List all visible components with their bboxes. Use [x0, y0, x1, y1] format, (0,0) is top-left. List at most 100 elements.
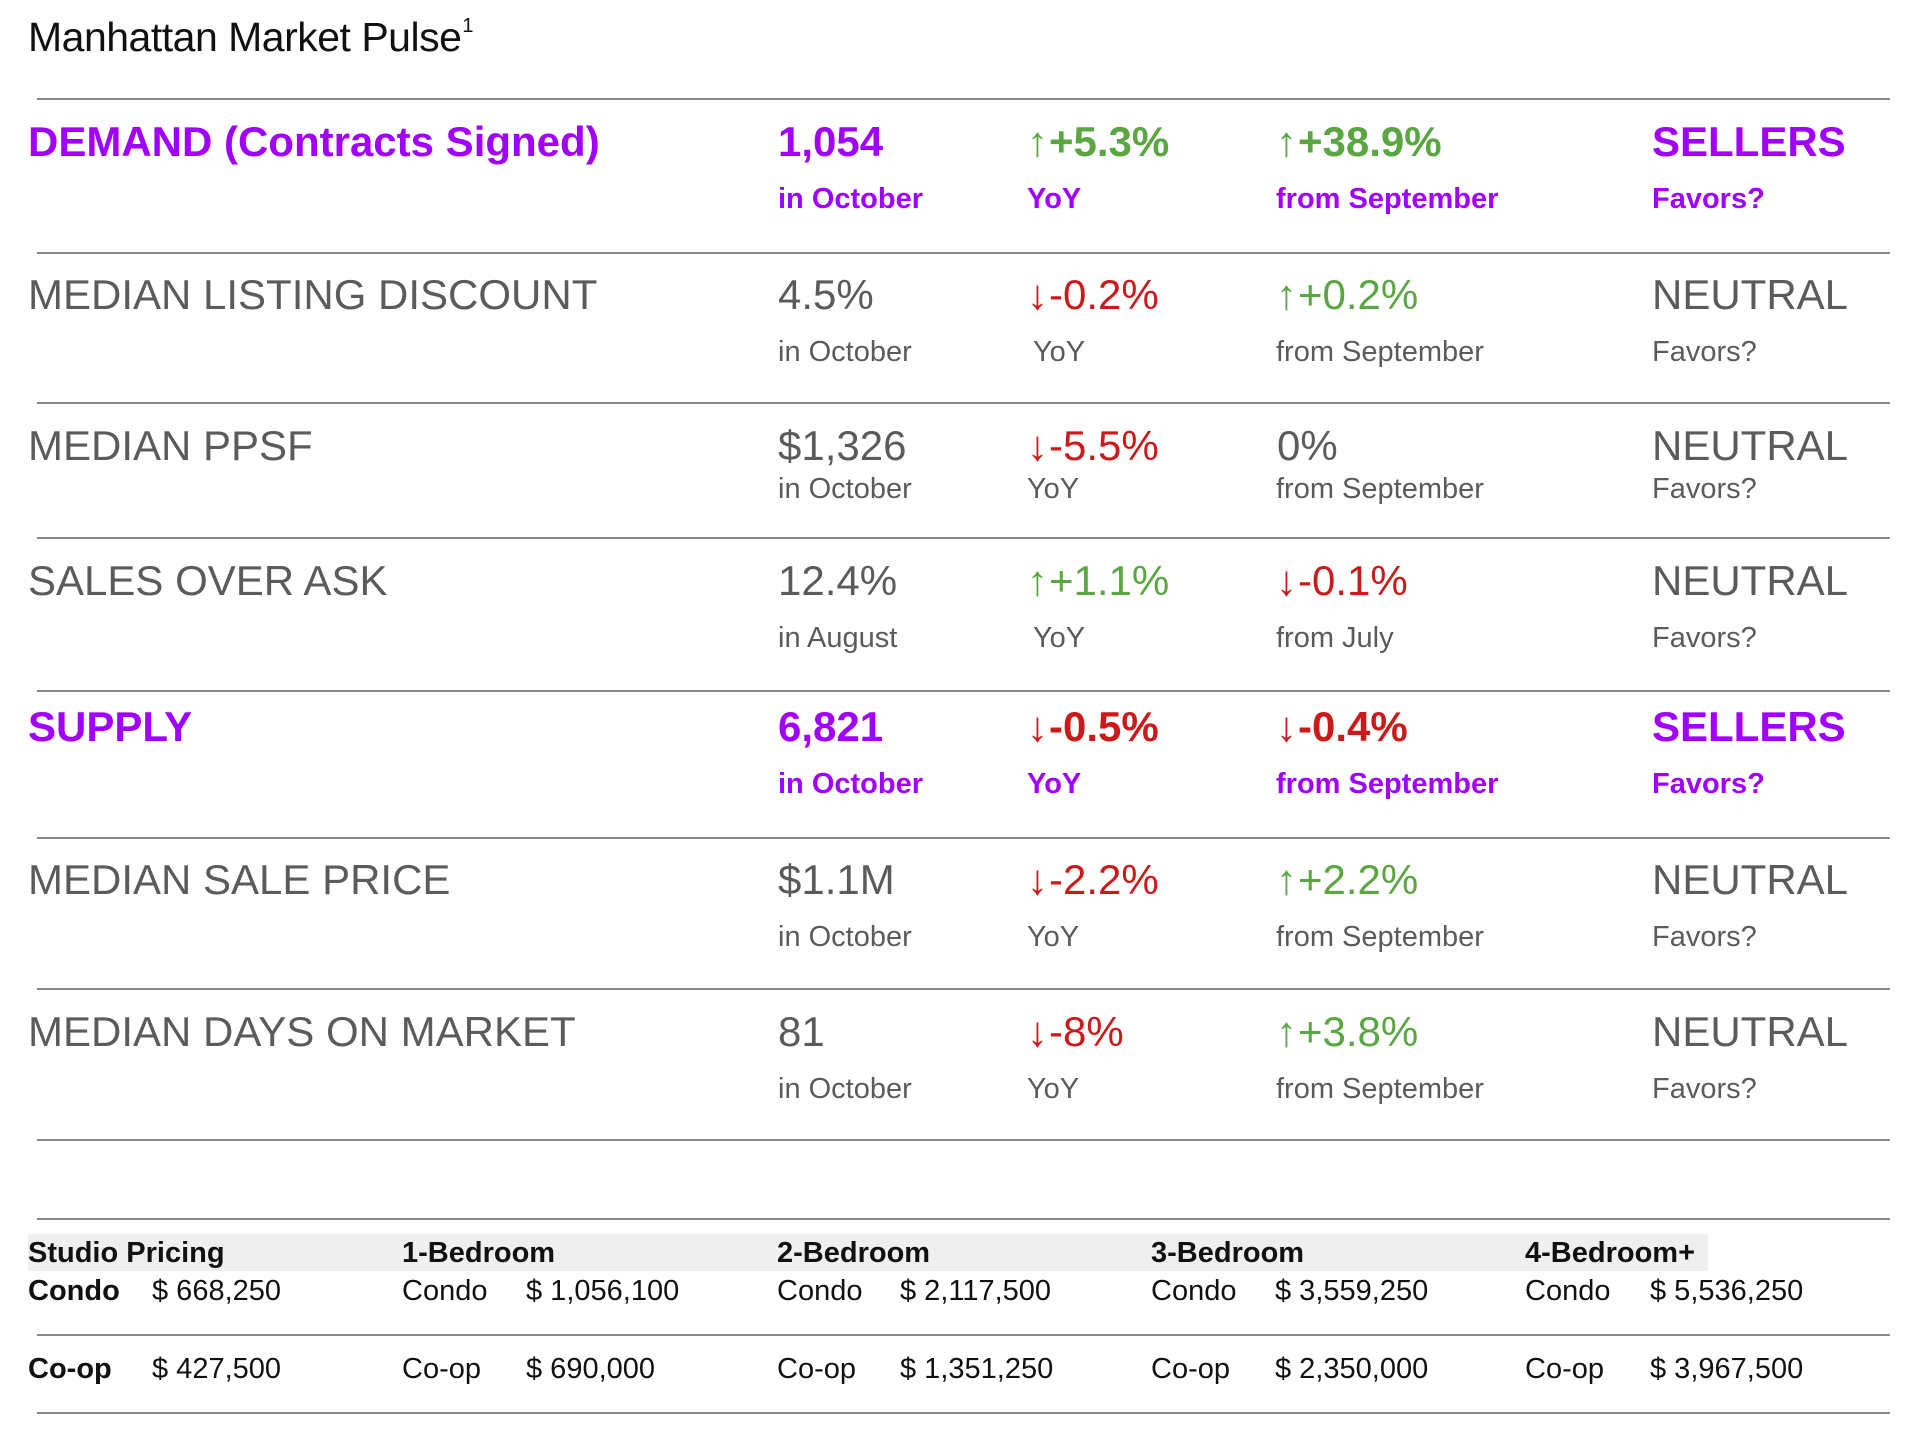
divider — [37, 1218, 1890, 1220]
coop-price: $ 690,000 — [526, 1353, 656, 1385]
divider — [37, 252, 1890, 254]
metric-label: SUPPLY — [28, 703, 193, 750]
divider — [37, 1139, 1890, 1141]
yoy-label: YoY — [1027, 473, 1080, 505]
coop-label: Co-op — [402, 1353, 481, 1385]
metric-value-period: in October — [778, 336, 912, 368]
yoy-label: YoY — [1027, 768, 1082, 800]
title-footnote: 1 — [462, 15, 474, 38]
metric-label: SALES OVER ASK — [28, 557, 388, 604]
yoy-change: ↓-0.2% — [1027, 270, 1159, 320]
metric-value-period: in October — [778, 921, 912, 953]
yoy-value: +5.3% — [1049, 118, 1170, 165]
divider — [37, 1334, 1890, 1336]
yoy-value: -8% — [1049, 1008, 1124, 1055]
divider — [37, 402, 1890, 404]
mom-change: ↓-0.4% — [1276, 702, 1408, 752]
favors-value: NEUTRAL — [1652, 557, 1849, 604]
page-title-text: Manhattan Market Pulse — [28, 14, 462, 60]
mom-change: ↑+3.8% — [1276, 1007, 1418, 1057]
trend-arrow-icon: ↓ — [1276, 703, 1297, 750]
yoy-change: ↓-0.5% — [1027, 702, 1159, 752]
favors-label: Favors? — [1652, 183, 1765, 215]
favors-label: Favors? — [1652, 622, 1757, 654]
divider — [37, 537, 1890, 539]
metric-label: MEDIAN SALE PRICE — [28, 856, 451, 903]
trend-arrow-icon: ↑ — [1276, 118, 1297, 165]
pricing-header-3br: 3-Bedroom — [1151, 1237, 1305, 1269]
trend-arrow-icon: ↑ — [1276, 856, 1297, 903]
condo-label: Condo — [402, 1275, 488, 1307]
mom-value: -0.4% — [1298, 703, 1408, 750]
trend-arrow-icon: ↑ — [1276, 1008, 1297, 1055]
divider — [37, 837, 1890, 839]
yoy-change: ↑+5.3% — [1027, 117, 1169, 167]
mom-change: ↑+0.2% — [1276, 270, 1418, 320]
coop-label: Co-op — [28, 1353, 112, 1385]
favors-value: NEUTRAL — [1652, 856, 1849, 903]
trend-arrow-icon: ↓ — [1027, 1008, 1048, 1055]
coop-price: $ 427,500 — [152, 1353, 282, 1385]
trend-arrow-icon: ↓ — [1276, 557, 1297, 604]
mom-value: -0.1% — [1298, 557, 1408, 604]
condo-price: $ 668,250 — [152, 1275, 282, 1307]
metric-label: MEDIAN PPSF — [28, 422, 313, 469]
yoy-label: YoY — [1033, 622, 1086, 654]
mom-label: from September — [1276, 336, 1484, 368]
divider — [37, 690, 1890, 692]
yoy-value: -0.5% — [1049, 703, 1159, 750]
coop-label: Co-op — [1151, 1353, 1230, 1385]
mom-label: from September — [1276, 921, 1484, 953]
metric-value: $1,326 — [778, 422, 907, 469]
favors-value: SELLERS — [1652, 703, 1846, 750]
condo-label: Condo — [28, 1275, 120, 1307]
condo-label: Condo — [1151, 1275, 1237, 1307]
divider — [37, 98, 1890, 100]
favors-value: NEUTRAL — [1652, 1008, 1849, 1055]
metric-value: 1,054 — [778, 118, 884, 165]
yoy-label: YoY — [1027, 921, 1080, 953]
metric-label: DEMAND (Contracts Signed) — [28, 118, 600, 165]
yoy-value: -5.5% — [1049, 422, 1159, 469]
trend-arrow-icon: ↑ — [1276, 271, 1297, 318]
mom-value: +38.9% — [1298, 118, 1442, 165]
mom-change: ↓-0.1% — [1276, 556, 1408, 606]
favors-value: NEUTRAL — [1652, 422, 1849, 469]
metric-label: MEDIAN DAYS ON MARKET — [28, 1008, 576, 1055]
yoy-label: YoY — [1033, 336, 1086, 368]
trend-arrow-icon: ↓ — [1027, 856, 1048, 903]
metric-value-period: in October — [778, 1073, 912, 1105]
metric-value-period: in October — [778, 768, 924, 800]
yoy-label: YoY — [1027, 1073, 1080, 1105]
favors-label-text: Favors? — [1652, 1073, 1757, 1105]
pricing-header-studio: Studio Pricing — [28, 1237, 225, 1269]
metric-value: 4.5% — [778, 271, 874, 318]
condo-price: $ 3,559,250 — [1275, 1275, 1429, 1307]
pricing-header-band — [28, 1234, 1708, 1271]
divider — [37, 1412, 1890, 1414]
mom-change: ↑+2.2% — [1276, 855, 1418, 905]
coop-label: Co-op — [1525, 1353, 1604, 1385]
favors-value: NEUTRAL — [1652, 271, 1849, 318]
metric-value-period: in October — [778, 183, 924, 215]
yoy-value: -2.2% — [1049, 856, 1159, 903]
divider — [37, 988, 1890, 990]
favors-label: Favors? — [1652, 473, 1757, 505]
yoy-change: ↓-2.2% — [1027, 855, 1159, 905]
mom-change: ↑+38.9% — [1276, 117, 1442, 167]
metric-label: MEDIAN LISTING DISCOUNT — [28, 271, 598, 318]
mom-value: +2.2% — [1298, 856, 1419, 903]
yoy-value: -0.2% — [1049, 271, 1159, 318]
condo-price: $ 2,117,500 — [900, 1275, 1052, 1307]
metric-value-period: in August — [778, 622, 898, 654]
trend-arrow-icon: ↓ — [1027, 703, 1048, 750]
trend-arrow-icon: ↓ — [1027, 422, 1048, 469]
condo-label: Condo — [1525, 1275, 1611, 1307]
pricing-header-1br: 1-Bedroom — [402, 1237, 556, 1269]
yoy-change: ↑+1.1% — [1027, 556, 1169, 606]
mom-label: from September — [1276, 1073, 1484, 1105]
condo-price: $ 5,536,250 — [1650, 1275, 1804, 1307]
yoy-change: ↓-5.5% — [1027, 421, 1159, 471]
mom-value: +3.8% — [1298, 1008, 1419, 1055]
trend-arrow-icon: ↓ — [1027, 271, 1048, 318]
